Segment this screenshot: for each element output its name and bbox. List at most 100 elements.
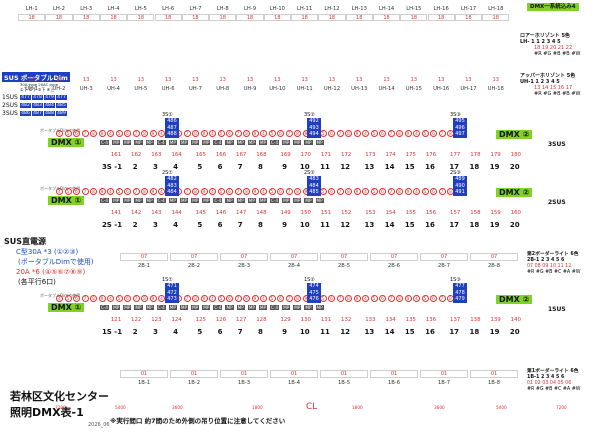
circle-mark: 5 <box>421 188 429 195</box>
c-box: C-4 <box>156 198 166 203</box>
sus-fixture-number: 1S -1 <box>101 328 123 336</box>
border-value: 01 <box>170 370 218 378</box>
sus-dmx-value: 175 <box>405 152 416 158</box>
row-label: UH-15 <box>405 86 422 92</box>
circle-mark: 8 <box>243 130 250 137</box>
circle-mark: 7 <box>438 295 446 302</box>
circle-mark: 8 <box>396 130 403 137</box>
sus-dim-row-name: 3SUS <box>2 109 18 117</box>
circle-mark: 6 <box>430 188 437 195</box>
dmx-pill-left: DMX ① <box>48 303 85 312</box>
circle-mark: 7 <box>183 130 191 137</box>
border-value: 07 <box>220 253 268 261</box>
row-value: 18 <box>99 14 128 21</box>
row-label: UH-7 <box>189 86 202 92</box>
c-box: MP <box>179 198 189 203</box>
circle-mark: 4 <box>260 295 267 302</box>
circle-mark: 6 <box>277 295 284 302</box>
sus-fixture-number: 14 <box>384 328 395 336</box>
scale-value: 3600 <box>172 405 183 410</box>
c-row: C-4 MP MP MP MP C-4 MP MP MP MP C-4 MP MP MP MP C-4 MP MP… <box>100 305 324 310</box>
sus-fixture-number: 4 <box>173 163 179 171</box>
upper-horizont-title: アッパーホリゾント 5色 <box>520 73 576 79</box>
border1-legend: 第1ボーダーライト 6色 1B-1 2 3 4 5 6 01 02 03 04 … <box>527 369 599 393</box>
row-label: UH-11 <box>296 86 313 92</box>
sus-fixture-number: 17 <box>449 221 460 229</box>
row-label: LH-10 <box>269 6 285 12</box>
sus-dmx-value: 144 <box>171 210 182 216</box>
circle-mark: 5 <box>217 295 225 302</box>
circle-mark: 5 <box>115 295 123 302</box>
circle-mark: 8 <box>90 130 97 137</box>
sus-fixture-number: 7 <box>237 328 243 336</box>
sus-channel-box: 478 <box>453 289 467 296</box>
sus-dmx-value: 179 <box>490 152 501 158</box>
circle-mark: 7 <box>336 295 344 302</box>
circle-mark: 9 <box>149 295 157 302</box>
circle-mark: 9 <box>200 295 208 302</box>
circle-mark: 6 <box>226 295 233 302</box>
c-box: MP <box>315 198 324 203</box>
sus-dmx-value: 151 <box>320 210 332 216</box>
circle-mark: 4 <box>56 295 63 302</box>
circle-mark: 8 <box>243 188 250 195</box>
border-label: 2B-1 <box>137 263 151 269</box>
sus-fixture-number: 8 <box>257 328 263 336</box>
border-label: 1B-2 <box>187 380 201 386</box>
sus-channel-box: 475 <box>307 289 321 296</box>
border-label: 2B-3 <box>237 263 251 269</box>
sus-fixture-number: 19 <box>489 221 500 229</box>
sus-dmx-value: 177 <box>450 152 461 158</box>
sus-fixture-number: 2S -1 <box>101 221 123 229</box>
sus-fixture-number: 3S -1 <box>101 163 123 171</box>
sus-channel-box: 472 <box>165 289 179 296</box>
sus-dim-cell: 485 <box>56 102 67 108</box>
circle-mark: 7 <box>132 188 140 195</box>
sus-dmx-tag: 1S① <box>162 277 173 283</box>
row-value: 18 <box>263 14 291 21</box>
sus-dim-cell: 477 <box>56 94 67 100</box>
sus-channel-box: 496 <box>453 124 467 131</box>
c-box: MP <box>293 198 302 203</box>
c-box: C-4 <box>213 198 223 203</box>
circle-mark: 7 <box>285 130 293 137</box>
circle-mark: 7 <box>183 188 191 195</box>
row-value: 13 <box>192 77 199 83</box>
circle-mark: 4 <box>362 295 369 302</box>
sus-dim-cell: 478 <box>32 94 43 100</box>
sus-fixture-number: 15 <box>404 163 415 171</box>
circle-mark: 4 <box>413 130 420 137</box>
scale-value: 7200 <box>55 405 66 410</box>
sus-fixture-number: 20 <box>509 221 520 229</box>
sus-dim-row: 3SUS 486 487 488 489 <box>2 109 70 117</box>
circle-mark: 4 <box>209 295 216 302</box>
circle-mark: 6 <box>226 130 233 137</box>
sus-dmx-value: 153 <box>365 210 376 216</box>
circle-mark: 4 <box>362 130 369 137</box>
sus-dim-cell: 487 <box>32 110 43 116</box>
border-value: 01 <box>370 370 418 378</box>
scale-row: 7200 5400 3600 1800 1800 3600 5400 7200 <box>0 405 600 415</box>
sus-dmx-value: 176 <box>425 152 437 158</box>
c-box: MP <box>202 305 211 310</box>
sus-dmx-value: 162 <box>131 152 142 158</box>
circle-mark: 7 <box>234 295 242 302</box>
sus-dmx-tag: 3S① <box>162 112 173 118</box>
border-label: 1B-3 <box>237 380 251 386</box>
sus-label: 3SUS <box>548 141 566 148</box>
sus-fixture-number: 12 <box>340 221 351 229</box>
sus-dmx-value: 149 <box>280 210 291 216</box>
row-label: LH-3 <box>80 6 93 12</box>
sus-fixture-number: 6 <box>217 221 223 229</box>
sus-dmx-value: 154 <box>385 210 396 216</box>
row-value: 13 <box>137 77 145 83</box>
border-value: 07 <box>170 253 218 261</box>
sus-channel-box: 491 <box>453 189 467 196</box>
c-box: MP <box>293 140 302 145</box>
sus-dmx-value: 146 <box>215 210 227 216</box>
circle-mark: 6 <box>277 188 284 195</box>
row-value: 18 <box>154 14 182 21</box>
sus-fixture-number: 18 <box>469 328 480 336</box>
sus-channel-box: 483 <box>307 176 321 183</box>
row-label: UH-16 <box>433 86 450 92</box>
